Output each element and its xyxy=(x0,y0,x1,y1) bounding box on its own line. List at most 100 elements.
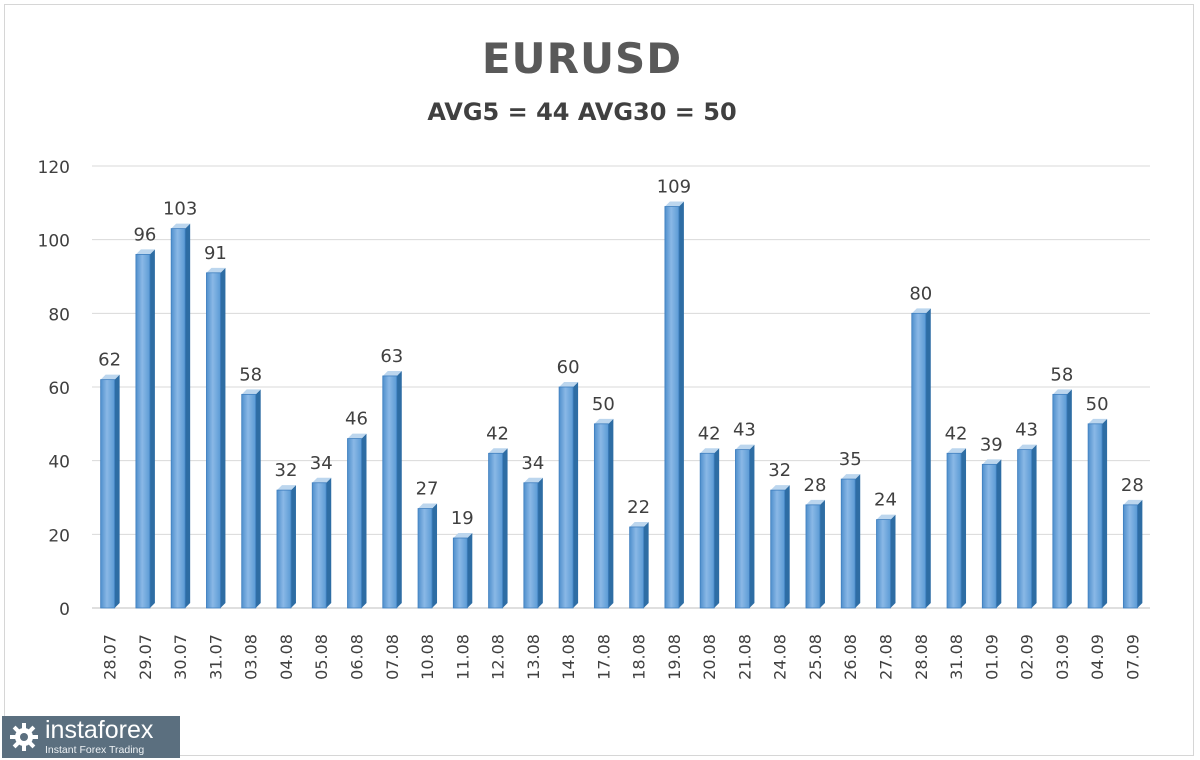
x-tick-label: 03.09 xyxy=(1053,634,1072,680)
y-axis-ticks: 0 20 40 60 80 100 120 xyxy=(38,158,70,620)
x-tick-label: 04.08 xyxy=(277,634,296,680)
bar-front xyxy=(135,253,151,609)
bar xyxy=(100,374,120,609)
bar-side xyxy=(185,223,191,608)
data-label: 80 xyxy=(909,283,932,304)
bar-front xyxy=(629,526,645,609)
x-tick-label: 11.08 xyxy=(453,634,472,680)
bar-top xyxy=(805,499,825,505)
y-tick-label: 40 xyxy=(48,453,70,473)
x-tick-label: 28.07 xyxy=(101,634,120,680)
x-tick-label: 05.08 xyxy=(312,634,331,680)
bar-side xyxy=(537,477,543,608)
x-tick-label: 03.08 xyxy=(242,634,261,680)
bar xyxy=(206,267,226,609)
bar-front xyxy=(558,386,574,609)
data-labels: 62 96 103 91 58 32 34 46 63 27 19 42 34 60 50 22 109 42 43… xyxy=(98,177,1144,530)
bar xyxy=(770,485,790,609)
bar xyxy=(488,448,508,609)
data-label: 46 xyxy=(345,409,368,430)
data-label: 39 xyxy=(980,434,1003,455)
x-tick-label: 26.08 xyxy=(841,634,860,680)
bar-front xyxy=(1087,423,1103,609)
bar-side xyxy=(643,521,649,608)
x-tick-label: 30.07 xyxy=(171,634,190,680)
bar-front xyxy=(417,508,433,609)
bar-top xyxy=(312,477,332,483)
data-label: 50 xyxy=(592,394,615,415)
data-label: 103 xyxy=(163,199,197,220)
x-tick-label: 06.08 xyxy=(348,634,367,680)
bar-side xyxy=(855,474,861,608)
bar xyxy=(629,521,649,609)
bar-side xyxy=(114,374,120,608)
bar xyxy=(170,223,191,609)
bar-top xyxy=(947,448,967,454)
bar xyxy=(452,533,473,609)
bar-side xyxy=(608,418,614,608)
bar-front xyxy=(1122,504,1138,609)
x-tick-label: 21.08 xyxy=(735,634,754,680)
bar-front xyxy=(1052,393,1068,609)
bar-top xyxy=(841,474,861,480)
data-label: 91 xyxy=(204,243,227,264)
bar-front xyxy=(840,478,856,609)
bar-side xyxy=(714,448,720,608)
bar-front xyxy=(276,489,292,609)
bar-side xyxy=(432,503,438,608)
x-tick-label: 07.08 xyxy=(383,634,402,680)
bar xyxy=(417,503,438,609)
bar xyxy=(558,382,579,609)
bar-side xyxy=(573,382,579,608)
bar-side xyxy=(1066,389,1072,608)
bar xyxy=(347,433,367,609)
x-tick-label: 27.08 xyxy=(877,634,896,680)
bar-top xyxy=(1017,444,1037,450)
bar-side xyxy=(396,370,402,608)
bar-front xyxy=(770,489,786,609)
bar-top xyxy=(347,433,367,439)
bar xyxy=(523,477,543,609)
bar-side xyxy=(502,448,508,608)
bar-top xyxy=(1088,418,1108,424)
data-label: 34 xyxy=(521,453,544,474)
instaforex-logo-icon xyxy=(10,723,38,751)
bar-top xyxy=(1052,389,1072,395)
bar-side xyxy=(255,389,261,608)
data-label: 28 xyxy=(1121,475,1144,496)
data-label: 58 xyxy=(239,364,262,385)
bar-side xyxy=(784,485,790,608)
bar-side xyxy=(361,433,367,608)
data-label: 58 xyxy=(1050,364,1073,385)
x-tick-label: 10.08 xyxy=(418,634,437,680)
bar-front xyxy=(206,272,221,609)
bar-front xyxy=(241,393,257,609)
x-tick-label: 07.09 xyxy=(1123,634,1142,680)
data-label: 43 xyxy=(1015,420,1038,441)
bar xyxy=(699,448,720,609)
data-label: 42 xyxy=(945,423,968,444)
y-tick-label: 80 xyxy=(48,305,70,325)
bar-front xyxy=(593,423,609,609)
x-tick-label: 31.07 xyxy=(206,634,225,680)
bar-top xyxy=(876,514,896,520)
instaforex-tagline: Instant Forex Trading xyxy=(45,744,145,757)
bar-top xyxy=(276,485,296,491)
bar-top xyxy=(523,477,543,483)
bar-side xyxy=(1102,418,1108,608)
data-label: 34 xyxy=(310,453,333,474)
bar xyxy=(946,448,967,609)
data-label: 109 xyxy=(657,177,691,198)
bar-side xyxy=(290,485,296,608)
x-tick-label: 31.08 xyxy=(947,634,966,680)
y-tick-label: 120 xyxy=(38,158,70,178)
bar xyxy=(1122,499,1143,609)
bar-front xyxy=(488,452,503,609)
bar-front xyxy=(911,312,927,609)
bar xyxy=(911,308,931,609)
bar-side xyxy=(890,514,896,608)
data-label: 19 xyxy=(451,508,474,529)
bar-side xyxy=(1137,499,1143,608)
bar-top xyxy=(911,308,931,314)
bar-top xyxy=(559,382,579,387)
